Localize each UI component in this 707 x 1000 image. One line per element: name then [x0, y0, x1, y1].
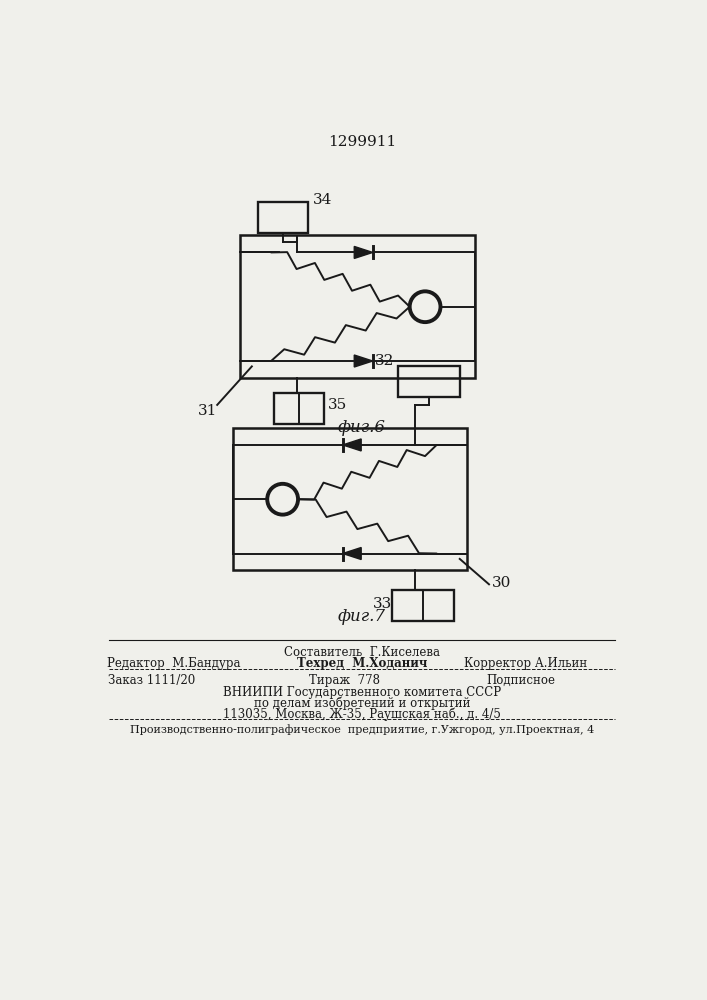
- Text: Заказ 1111/20: Заказ 1111/20: [108, 674, 195, 687]
- Text: Корректор А.Ильин: Корректор А.Ильин: [464, 657, 587, 670]
- Text: 35: 35: [327, 398, 347, 412]
- Bar: [274, 393, 324, 424]
- Text: Тираж  778: Тираж 778: [309, 674, 380, 687]
- Text: по делам изобретений и открытий: по делам изобретений и открытий: [254, 697, 470, 710]
- Bar: [240, 235, 475, 378]
- Text: фиг.6: фиг.6: [338, 420, 386, 436]
- Text: фиг.7: фиг.7: [338, 608, 386, 625]
- Text: Подписное: Подписное: [487, 674, 556, 687]
- Polygon shape: [354, 355, 373, 367]
- Polygon shape: [354, 246, 373, 258]
- Text: ВНИИПИ Государственного комитета СССР: ВНИИПИ Государственного комитета СССР: [223, 686, 501, 699]
- Text: 1299911: 1299911: [328, 135, 396, 149]
- Text: Редактор  М.Бандура: Редактор М.Бандура: [107, 657, 240, 670]
- Text: 34: 34: [312, 193, 332, 207]
- Text: 32: 32: [375, 354, 395, 368]
- Text: 31: 31: [198, 404, 217, 418]
- Polygon shape: [343, 548, 361, 560]
- Text: Техред  М.Ходанич: Техред М.Ходанич: [297, 657, 427, 670]
- Bar: [398, 366, 460, 397]
- Bar: [233, 428, 467, 570]
- Text: 113035, Москва, Ж-35, Раушская наб., д. 4/5: 113035, Москва, Ж-35, Раушская наб., д. …: [223, 708, 501, 721]
- Text: Составитель  Г.Киселева: Составитель Г.Киселева: [284, 646, 440, 659]
- Polygon shape: [343, 439, 361, 451]
- Text: 30: 30: [492, 576, 511, 590]
- Bar: [258, 202, 308, 233]
- Bar: [392, 590, 454, 620]
- Text: 33: 33: [373, 597, 392, 611]
- Text: Производственно-полиграфическое  предприятие, г.Ужгород, ул.Проектная, 4: Производственно-полиграфическое предприя…: [130, 724, 594, 735]
